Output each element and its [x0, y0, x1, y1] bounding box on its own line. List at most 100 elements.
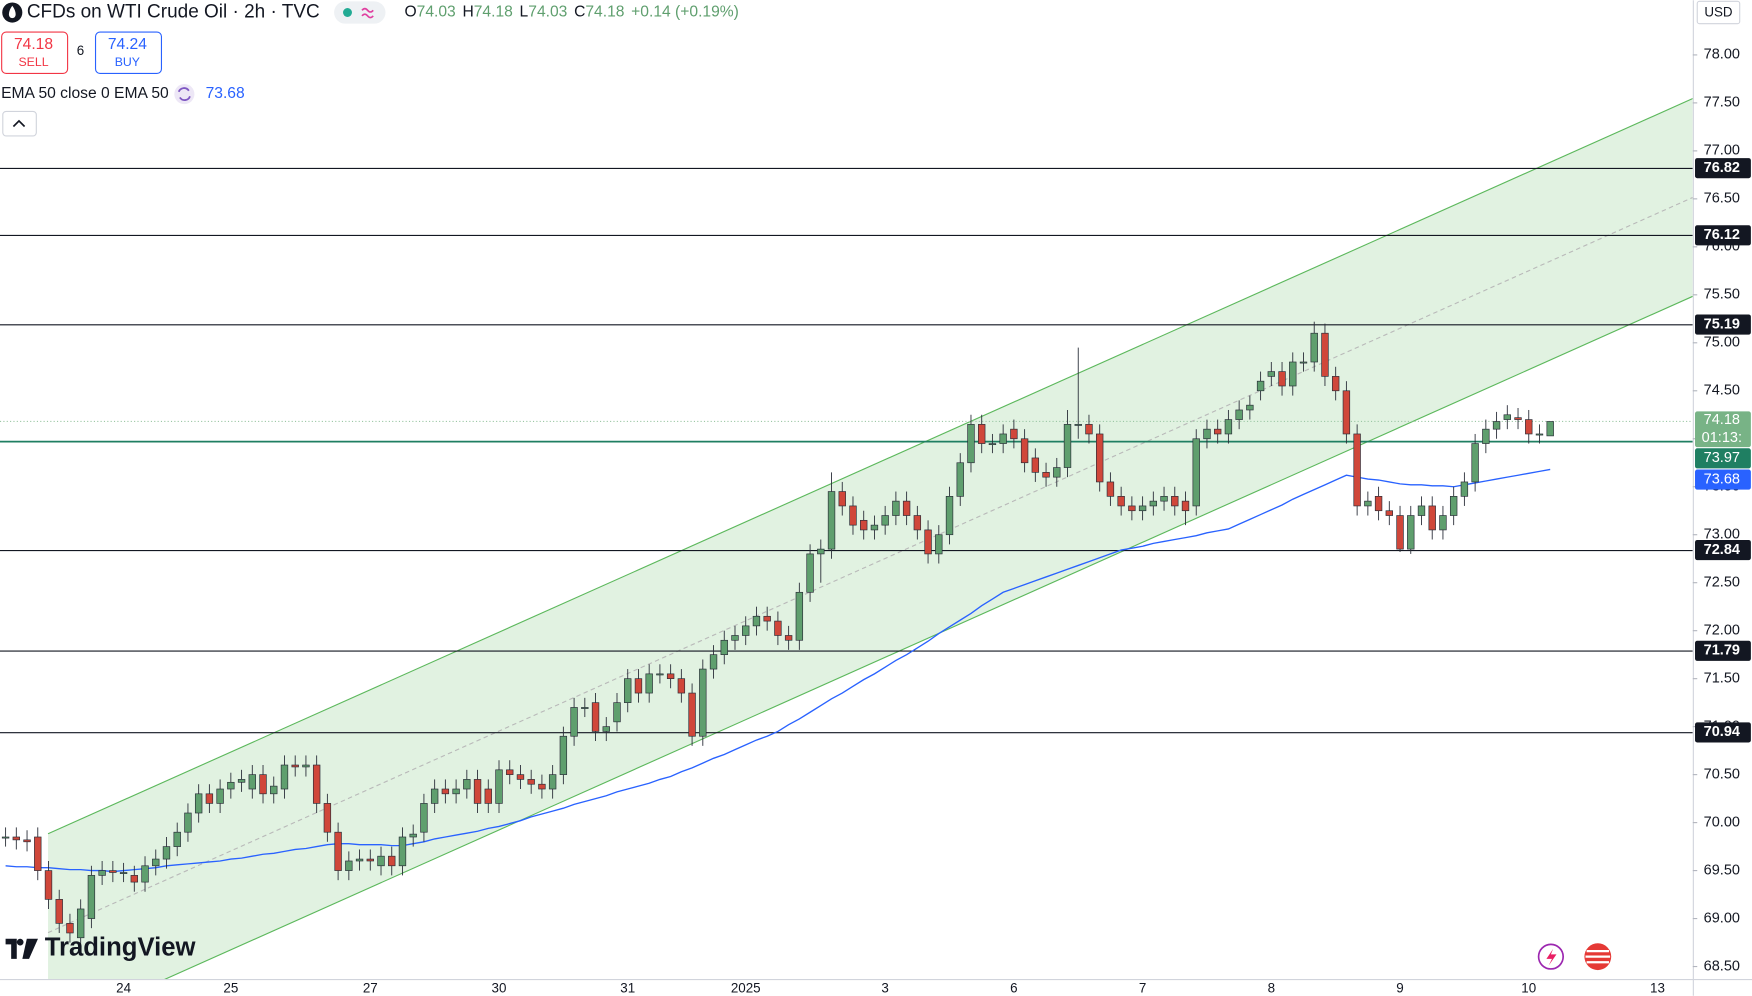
candle-body — [506, 769, 514, 775]
y-tick-label: 75.00 — [1704, 335, 1740, 351]
candle-body — [1213, 428, 1222, 435]
candle-body — [752, 615, 761, 627]
candle-body — [742, 625, 750, 636]
oil-drop — [8, 5, 16, 19]
support-label: 73.97 — [1704, 450, 1740, 466]
collapse-button[interactable] — [2, 110, 37, 137]
x-tick-label: 7 — [1139, 981, 1146, 996]
y-tick-label: 72.00 — [1704, 623, 1740, 639]
level-label: 72.84 — [1704, 542, 1740, 558]
candle-body — [860, 519, 868, 531]
candle-body — [1224, 419, 1233, 435]
candle-body — [1331, 376, 1340, 392]
candle-body — [76, 908, 85, 939]
candle-body — [838, 491, 846, 507]
level-label: 76.12 — [1704, 227, 1740, 243]
candle-body — [1138, 505, 1147, 512]
candle-body — [109, 870, 117, 873]
level-label: 75.19 — [1704, 316, 1740, 332]
candle-body — [988, 443, 997, 446]
candle-body — [366, 858, 374, 862]
candle-body — [420, 803, 428, 833]
ohlc-key: L — [520, 4, 529, 21]
candle-body — [999, 433, 1007, 444]
candle-body — [1106, 481, 1115, 497]
overlay — [1, 321, 1554, 948]
candle-body — [581, 707, 589, 709]
ema-label: 73.68 — [1704, 471, 1740, 487]
x-tick-label: 2025 — [731, 981, 761, 996]
candle-body — [98, 870, 106, 876]
candle-body — [205, 793, 214, 804]
currency-box[interactable] — [1696, 0, 1741, 25]
level-label: 70.94 — [1704, 724, 1740, 740]
candle-body — [248, 774, 256, 790]
candle-body — [602, 726, 610, 732]
candle-body — [463, 779, 471, 790]
candle-body — [1246, 404, 1254, 411]
candle-body — [1321, 332, 1329, 377]
y-tick-label: 77.00 — [1704, 143, 1740, 159]
candle-body — [1439, 515, 1447, 531]
candle-body — [1471, 443, 1479, 483]
candle-body — [516, 774, 525, 780]
ohlc-value: 74.03 — [528, 4, 567, 21]
candle-body — [538, 783, 546, 790]
candle-body — [1235, 409, 1243, 420]
candle-body — [763, 615, 771, 622]
buy-button[interactable] — [94, 31, 163, 74]
time-axis: 24 25 27 30 31 2025 3 6 7 8 9 10 13 — [116, 981, 1665, 996]
indicator-icon-bg[interactable] — [174, 84, 195, 105]
currency[interactable]: USD — [1704, 5, 1733, 20]
candle-body — [1460, 481, 1469, 497]
candle-body — [1385, 510, 1393, 516]
ohlc-value: 74.03 — [417, 4, 456, 21]
buy-price[interactable]: 74.24 — [108, 36, 147, 53]
candle-body — [613, 702, 621, 723]
sell-label[interactable]: SELL — [18, 55, 48, 69]
candle-body — [1010, 428, 1018, 440]
candle-body — [1310, 332, 1318, 363]
indicator-label[interactable]: EMA 50 close 0 EMA 50 — [1, 85, 169, 102]
candle-body — [1428, 505, 1436, 531]
candle-body — [849, 505, 857, 526]
candle-body — [495, 769, 503, 804]
sell-button[interactable] — [1, 31, 69, 74]
candle-body — [624, 678, 632, 703]
candle-body — [1192, 438, 1200, 507]
candle-body — [388, 855, 396, 867]
candle-body — [1096, 433, 1104, 483]
candle-body — [795, 591, 804, 641]
candle-body — [345, 860, 353, 871]
candle-body — [548, 774, 557, 790]
candle-body — [527, 779, 535, 785]
candle-body — [227, 781, 235, 790]
channel-upper — [47, 98, 1693, 835]
channel-median — [47, 196, 1693, 934]
ema-label-box — [1695, 469, 1751, 490]
candle-body — [441, 788, 450, 795]
candle-body — [141, 865, 149, 883]
x-tick-label: 6 — [1010, 981, 1017, 996]
ohlc-key: H — [462, 4, 473, 21]
level-label: 71.79 — [1704, 643, 1740, 659]
y-tick-label: 74.50 — [1704, 383, 1740, 399]
candle-body — [1546, 421, 1554, 437]
sell-price[interactable]: 74.18 — [14, 36, 53, 53]
candle-body — [1149, 500, 1158, 507]
ohlc-key: O — [404, 4, 416, 21]
candle-body — [119, 872, 128, 874]
status-pill[interactable] — [334, 1, 386, 24]
candle-body — [1342, 390, 1351, 435]
y-tick-label: 75.50 — [1704, 287, 1740, 303]
level-label: 76.82 — [1704, 160, 1740, 176]
x-tick-label: 9 — [1396, 981, 1403, 996]
chevron — [12, 119, 26, 128]
level-label-box — [1695, 314, 1751, 335]
candle-body — [130, 875, 138, 883]
buy-label[interactable]: BUY — [115, 55, 140, 69]
candle-body — [731, 635, 739, 641]
candle-body — [270, 785, 278, 795]
candle-body — [162, 846, 171, 860]
